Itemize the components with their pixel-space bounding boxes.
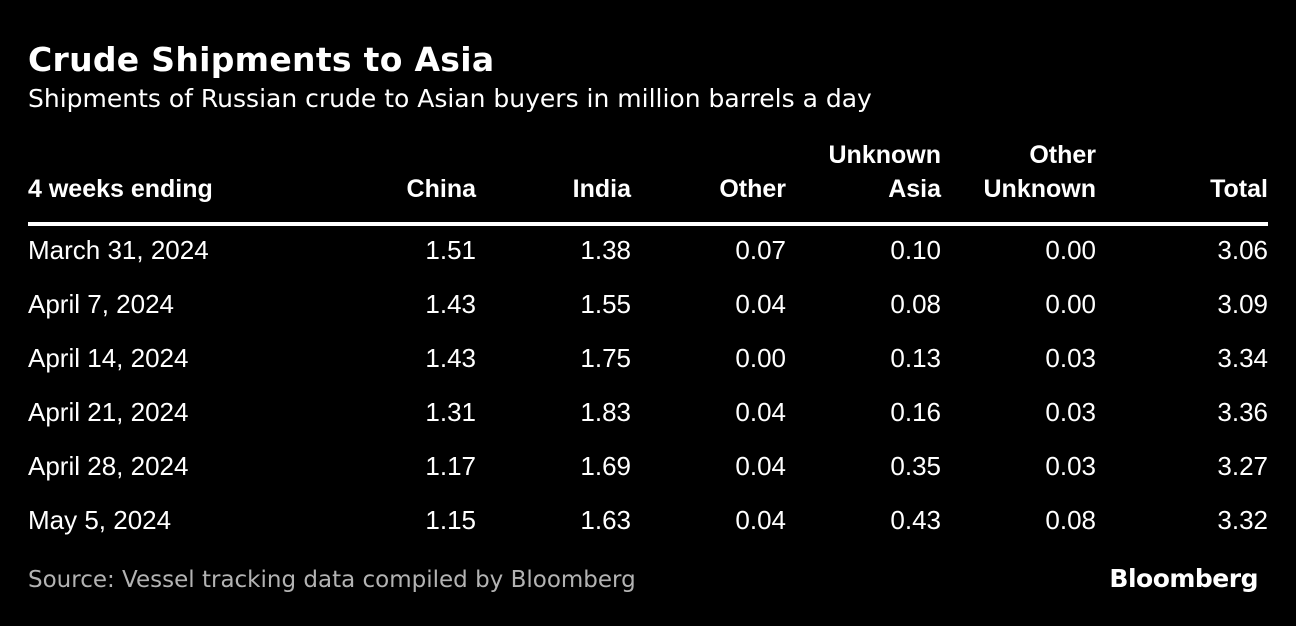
cell-other: 0.00 <box>735 343 786 373</box>
table-row: March 31, 2024 1.51 1.38 0.07 0.10 0.00 … <box>28 226 1268 280</box>
cell-china: 1.51 <box>425 235 476 265</box>
cell-other: 0.07 <box>735 235 786 265</box>
header-other-unknown: Other Unknown <box>941 138 1097 206</box>
cell-unknown-asia: 0.35 <box>890 451 941 481</box>
table-row: April 7, 2024 1.43 1.55 0.04 0.08 0.00 3… <box>28 280 1268 334</box>
table-header-row: 4 weeks ending China India Other Unknown… <box>28 140 1268 226</box>
chart-subtitle: Shipments of Russian crude to Asian buye… <box>28 84 872 113</box>
cell-other: 0.04 <box>735 505 786 535</box>
cell-total: 3.06 <box>1217 235 1268 265</box>
cell-other-unknown: 0.03 <box>1045 343 1096 373</box>
cell-china: 1.17 <box>425 451 476 481</box>
header-label: India <box>572 175 631 203</box>
table-row: April 21, 2024 1.31 1.83 0.04 0.16 0.03 … <box>28 388 1268 442</box>
cell-week-ending: April 14, 2024 <box>28 343 189 373</box>
cell-china: 1.43 <box>425 343 476 373</box>
header-label: Total <box>1210 175 1268 203</box>
cell-total: 3.09 <box>1217 289 1268 319</box>
bloomberg-logo: Bloomberg <box>1109 564 1258 593</box>
header-week-ending: 4 weeks ending <box>28 172 328 206</box>
cell-india: 1.63 <box>580 505 631 535</box>
cell-india: 1.83 <box>580 397 631 427</box>
cell-week-ending: March 31, 2024 <box>28 235 209 265</box>
cell-unknown-asia: 0.10 <box>890 235 941 265</box>
cell-other: 0.04 <box>735 451 786 481</box>
cell-other-unknown: 0.03 <box>1045 397 1096 427</box>
cell-total: 3.36 <box>1217 397 1268 427</box>
header-china: China <box>328 172 476 206</box>
header-label-line1: Other <box>1029 141 1096 169</box>
cell-week-ending: April 21, 2024 <box>28 397 189 427</box>
cell-india: 1.75 <box>580 343 631 373</box>
cell-total: 3.32 <box>1217 505 1268 535</box>
cell-unknown-asia: 0.13 <box>890 343 941 373</box>
cell-unknown-asia: 0.08 <box>890 289 941 319</box>
shipments-table: 4 weeks ending China India Other Unknown… <box>28 140 1268 550</box>
header-other: Other <box>631 172 786 206</box>
cell-india: 1.38 <box>580 235 631 265</box>
cell-unknown-asia: 0.16 <box>890 397 941 427</box>
cell-china: 1.43 <box>425 289 476 319</box>
cell-china: 1.15 <box>425 505 476 535</box>
cell-week-ending: April 28, 2024 <box>28 451 189 481</box>
cell-other-unknown: 0.00 <box>1045 235 1096 265</box>
header-label-line1: Unknown <box>828 141 942 169</box>
cell-india: 1.55 <box>580 289 631 319</box>
table-row: April 14, 2024 1.43 1.75 0.00 0.13 0.03 … <box>28 334 1268 388</box>
header-total: Total <box>1096 172 1268 206</box>
header-label: 4 weeks ending <box>28 175 213 203</box>
cell-china: 1.31 <box>425 397 476 427</box>
cell-other-unknown: 0.00 <box>1045 289 1096 319</box>
cell-other-unknown: 0.03 <box>1045 451 1096 481</box>
cell-total: 3.27 <box>1217 451 1268 481</box>
chart-title: Crude Shipments to Asia <box>28 40 495 79</box>
table-row: May 5, 2024 1.15 1.63 0.04 0.43 0.08 3.3… <box>28 496 1268 550</box>
cell-unknown-asia: 0.43 <box>890 505 941 535</box>
header-unknown-asia: Unknown Asia <box>786 138 942 206</box>
header-label-line2: Unknown <box>983 175 1097 203</box>
cell-total: 3.34 <box>1217 343 1268 373</box>
header-label: Other <box>719 175 786 203</box>
header-india: India <box>476 172 631 206</box>
cell-other: 0.04 <box>735 397 786 427</box>
cell-other: 0.04 <box>735 289 786 319</box>
cell-india: 1.69 <box>580 451 631 481</box>
header-label-line2: Asia <box>888 175 941 203</box>
cell-other-unknown: 0.08 <box>1045 505 1096 535</box>
source-note: Source: Vessel tracking data compiled by… <box>28 567 636 593</box>
table-row: April 28, 2024 1.17 1.69 0.04 0.35 0.03 … <box>28 442 1268 496</box>
cell-week-ending: May 5, 2024 <box>28 505 172 535</box>
header-label: China <box>406 175 476 203</box>
cell-week-ending: April 7, 2024 <box>28 289 174 319</box>
